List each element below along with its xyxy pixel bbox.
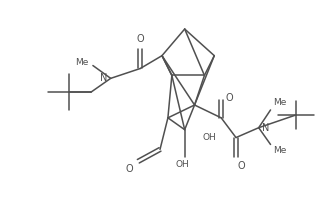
Text: O: O (225, 93, 233, 103)
Text: O: O (137, 34, 144, 44)
Text: Me: Me (273, 98, 287, 107)
Text: Me: Me (273, 146, 287, 156)
Text: OH: OH (176, 160, 190, 169)
Text: N: N (262, 123, 269, 133)
Text: N: N (100, 73, 108, 83)
Text: O: O (238, 161, 246, 171)
Text: O: O (126, 164, 133, 174)
Text: Me: Me (76, 58, 89, 67)
Text: OH: OH (203, 133, 216, 142)
